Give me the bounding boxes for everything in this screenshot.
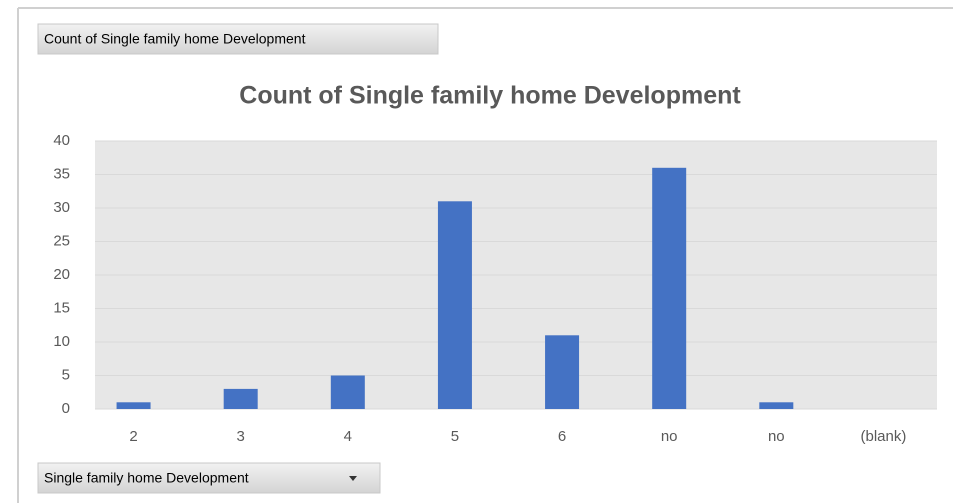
y-tick-label: 40 bbox=[53, 132, 70, 149]
x-tick-label: 4 bbox=[344, 428, 352, 445]
y-tick-label: 30 bbox=[53, 199, 70, 216]
y-tick-label: 10 bbox=[53, 333, 70, 350]
x-tick-label: no bbox=[661, 428, 678, 445]
x-tick-label: 3 bbox=[237, 428, 245, 445]
bar bbox=[116, 402, 151, 409]
x-tick-label: 5 bbox=[451, 428, 459, 445]
value-field-button[interactable] bbox=[37, 23, 439, 55]
y-tick-label: 15 bbox=[53, 299, 70, 316]
bar bbox=[330, 375, 365, 409]
bar bbox=[437, 201, 472, 409]
y-tick-label: 35 bbox=[53, 165, 70, 182]
dropdown-arrow[interactable] bbox=[349, 476, 357, 481]
bar bbox=[223, 388, 258, 409]
y-tick-label: 5 bbox=[62, 366, 70, 383]
y-tick-label: 20 bbox=[53, 266, 70, 283]
y-tick-label: 25 bbox=[53, 232, 70, 249]
x-tick-label: 6 bbox=[558, 428, 566, 445]
y-tick-label: 0 bbox=[62, 400, 70, 417]
value-field-button-label: Count of Single family home Development bbox=[44, 31, 306, 47]
bar bbox=[545, 335, 580, 409]
x-tick-label: 2 bbox=[129, 428, 137, 445]
axis-field-button-label: Single family home Development bbox=[44, 470, 249, 486]
axis-field-button[interactable] bbox=[37, 462, 381, 494]
x-tick-label: no bbox=[768, 428, 785, 445]
x-tick-label: (blank) bbox=[861, 428, 907, 445]
bar bbox=[759, 402, 794, 409]
chart-title: Count of Single family home Development bbox=[239, 82, 741, 110]
bar bbox=[652, 167, 687, 409]
